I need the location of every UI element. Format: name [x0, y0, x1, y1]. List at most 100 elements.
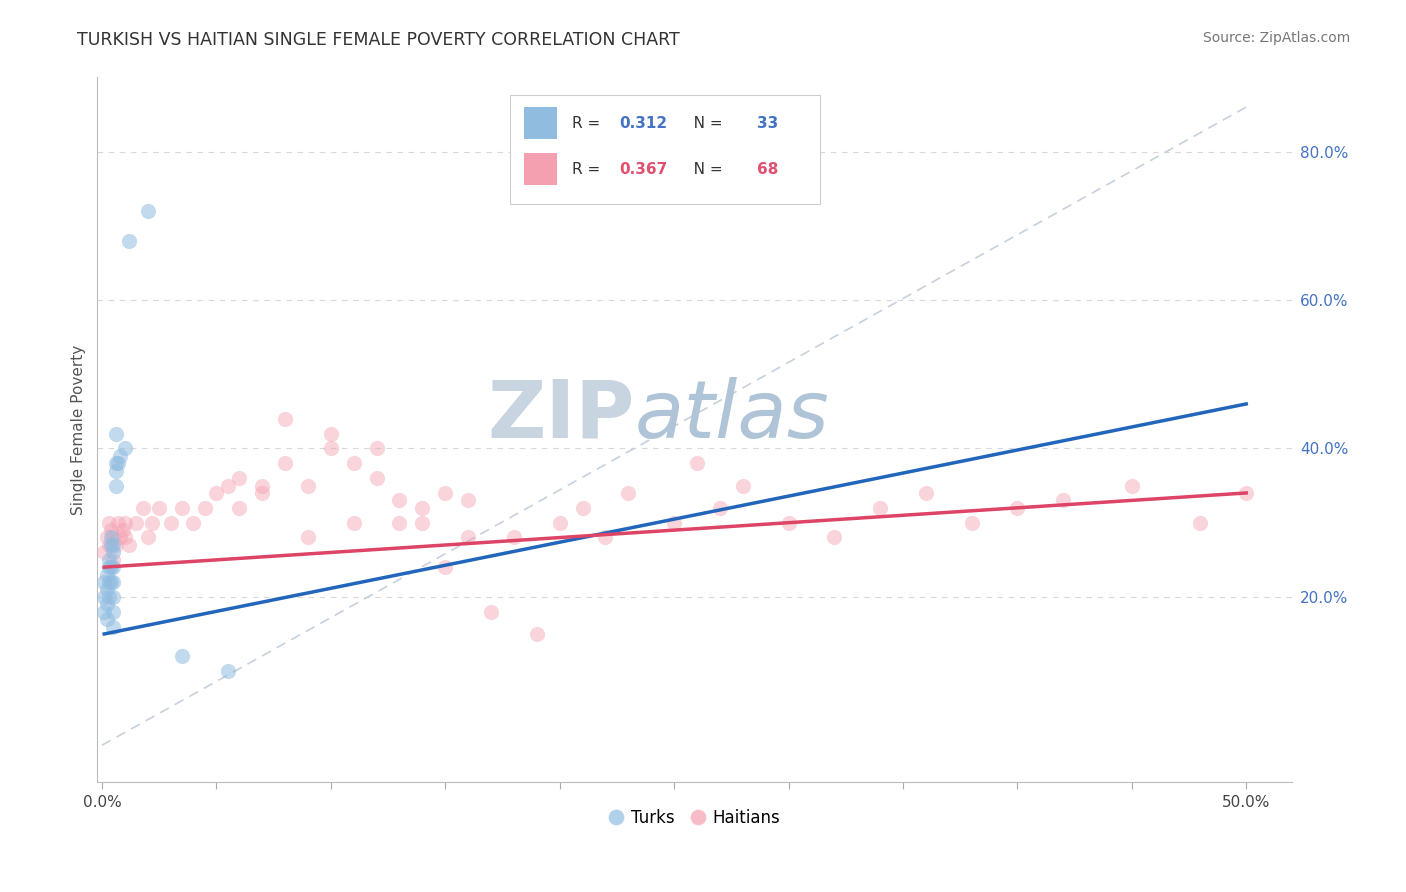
- Point: [250, 486, 273, 500]
- Point: [104, 538, 127, 552]
- Point: [96, 597, 118, 611]
- Point: [100, 574, 122, 589]
- Point: [100, 560, 122, 574]
- Bar: [524, 107, 557, 139]
- Point: [869, 500, 891, 515]
- Point: [548, 516, 571, 530]
- Point: [366, 471, 388, 485]
- Point: [103, 538, 125, 552]
- Point: [97, 574, 120, 589]
- Point: [103, 531, 125, 545]
- Point: [114, 531, 136, 545]
- Point: [141, 516, 163, 530]
- Point: [297, 531, 319, 545]
- Point: [107, 456, 129, 470]
- Point: [502, 531, 524, 545]
- Point: [97, 538, 120, 552]
- Point: [125, 516, 148, 530]
- Point: [103, 553, 125, 567]
- Point: [97, 560, 120, 574]
- Point: [731, 478, 754, 492]
- Point: [93, 545, 115, 559]
- Point: [217, 664, 239, 678]
- Point: [111, 523, 134, 537]
- Point: [93, 574, 115, 589]
- Point: [114, 516, 136, 530]
- Point: [1189, 516, 1212, 530]
- Point: [97, 553, 120, 567]
- Point: [118, 538, 141, 552]
- Point: [96, 531, 118, 545]
- Text: N =: N =: [679, 161, 728, 177]
- Point: [778, 516, 800, 530]
- Text: 0.312: 0.312: [620, 116, 668, 131]
- Point: [388, 516, 411, 530]
- Point: [183, 516, 205, 530]
- Point: [136, 531, 159, 545]
- Point: [319, 426, 342, 441]
- Point: [96, 582, 118, 597]
- Text: 68: 68: [756, 161, 778, 177]
- Point: [617, 486, 640, 500]
- Point: [434, 560, 457, 574]
- Point: [148, 500, 170, 515]
- Point: [228, 500, 250, 515]
- Point: [93, 590, 115, 604]
- Point: [709, 500, 731, 515]
- Point: [118, 234, 141, 248]
- Text: 33: 33: [756, 116, 778, 131]
- Point: [297, 478, 319, 492]
- Point: [662, 516, 685, 530]
- Point: [823, 531, 845, 545]
- Y-axis label: Single Female Poverty: Single Female Poverty: [72, 345, 86, 515]
- Point: [960, 516, 983, 530]
- Point: [107, 516, 129, 530]
- Point: [366, 442, 388, 456]
- Point: [571, 500, 593, 515]
- Point: [96, 612, 118, 626]
- Point: [104, 478, 127, 492]
- Text: R =: R =: [572, 161, 605, 177]
- Point: [104, 426, 127, 441]
- Point: [411, 516, 433, 530]
- Point: [104, 456, 127, 470]
- Point: [110, 449, 132, 463]
- Point: [274, 456, 297, 470]
- Point: [274, 411, 297, 425]
- Point: [93, 605, 115, 619]
- Legend: Turks, Haitians: Turks, Haitians: [602, 803, 787, 834]
- Text: 0.367: 0.367: [620, 161, 668, 177]
- Point: [914, 486, 936, 500]
- Point: [114, 442, 136, 456]
- Point: [132, 500, 155, 515]
- Point: [103, 545, 125, 559]
- Point: [110, 531, 132, 545]
- Point: [526, 627, 548, 641]
- Point: [136, 204, 159, 219]
- Point: [457, 531, 479, 545]
- Point: [104, 464, 127, 478]
- Point: [100, 523, 122, 537]
- Text: Source: ZipAtlas.com: Source: ZipAtlas.com: [1202, 31, 1350, 45]
- Point: [250, 478, 273, 492]
- Point: [434, 486, 457, 500]
- Point: [170, 649, 193, 664]
- Text: TURKISH VS HAITIAN SINGLE FEMALE POVERTY CORRELATION CHART: TURKISH VS HAITIAN SINGLE FEMALE POVERTY…: [77, 31, 681, 49]
- Point: [343, 516, 366, 530]
- Point: [411, 500, 433, 515]
- Point: [194, 500, 217, 515]
- Point: [100, 531, 122, 545]
- Point: [388, 493, 411, 508]
- Point: [103, 619, 125, 633]
- Point: [103, 560, 125, 574]
- Point: [319, 442, 342, 456]
- Point: [1234, 486, 1257, 500]
- Point: [1007, 500, 1029, 515]
- Point: [100, 538, 122, 552]
- Text: N =: N =: [679, 116, 728, 131]
- Point: [457, 493, 479, 508]
- Point: [103, 574, 125, 589]
- Text: ZIP: ZIP: [488, 376, 636, 455]
- Point: [159, 516, 181, 530]
- Point: [479, 605, 502, 619]
